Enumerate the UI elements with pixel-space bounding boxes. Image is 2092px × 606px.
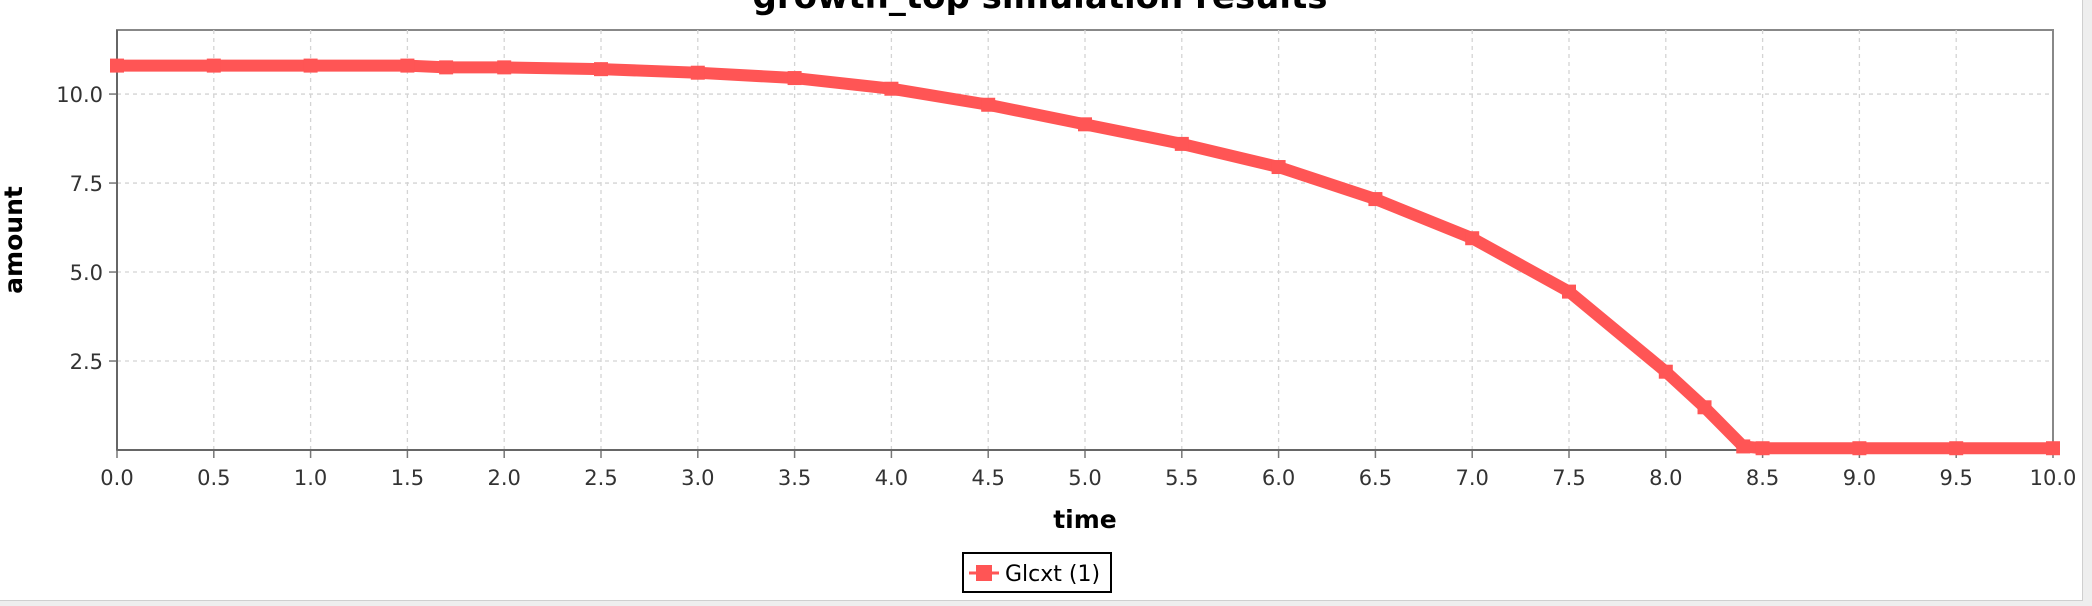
series-marker: [1658, 364, 1673, 379]
y-tick-label: 10.0: [56, 83, 103, 107]
axes: 0.0 0.5 1.0 1.5 2.0 2.5 3.0 3.5 4.0 4.5 5.0 5.5 6.0 6…: [56, 30, 2076, 490]
y-tick-label: 2.5: [70, 350, 103, 374]
x-tick-label: 9.0: [1843, 466, 1876, 490]
x-tick-label: 9.5: [1939, 466, 1972, 490]
x-tick-label: 0.0: [100, 466, 133, 490]
series-marker: [206, 58, 221, 73]
legend-marker: [976, 565, 992, 581]
series-marker: [400, 58, 415, 73]
x-tick-label: 7.0: [1455, 466, 1488, 490]
series-marker: [1271, 160, 1286, 175]
y-tick-label: 5.0: [70, 261, 103, 285]
x-tick-label: 3.0: [681, 466, 714, 490]
series-layer: [110, 58, 2060, 456]
x-tick-label: 1.0: [294, 466, 327, 490]
series-marker: [1697, 400, 1712, 415]
series-marker: [1078, 117, 1092, 132]
x-tick-label: 8.0: [1649, 466, 1682, 490]
x-axis-title: time: [1053, 505, 1117, 534]
x-tick-label: 0.5: [197, 466, 230, 490]
x-tick-label: 5.0: [1068, 466, 1101, 490]
series-marker: [1562, 284, 1576, 299]
x-tick-label: 2.5: [584, 466, 617, 490]
series-marker: [690, 65, 705, 80]
legend: Glcxt (1): [962, 552, 1112, 593]
series-marker: [1174, 136, 1189, 151]
x-tick-label: 7.5: [1552, 466, 1585, 490]
x-tick-label: 6.5: [1359, 466, 1392, 490]
x-tick-label: 1.5: [391, 466, 424, 490]
x-tick-label: 5.5: [1165, 466, 1198, 490]
series-marker: [1949, 441, 1964, 456]
x-tick-label: 6.0: [1262, 466, 1295, 490]
series-marker: [884, 81, 899, 96]
series-marker: [594, 62, 608, 77]
y-axis-title: amount: [0, 186, 28, 294]
series-marker: [1465, 231, 1480, 246]
x-tick-label: 4.0: [875, 466, 908, 490]
series-marker: [1368, 192, 1383, 207]
series-marker: [303, 58, 318, 73]
x-tick-label: 10.0: [2030, 466, 2077, 490]
grid-lines: [117, 30, 2053, 450]
chart-title: growth_top simulation results: [753, 0, 1328, 17]
series-marker: [439, 60, 454, 75]
x-tick-label: 4.5: [971, 466, 1004, 490]
series-marker: [1736, 439, 1751, 454]
series-marker: [497, 60, 512, 75]
series-marker: [787, 71, 802, 86]
series-marker: [110, 58, 124, 73]
series-marker: [1755, 441, 1770, 456]
x-tick-label: 8.5: [1746, 466, 1779, 490]
series-marker: [981, 97, 996, 112]
series-marker: [1852, 441, 1867, 456]
x-tick-label: 3.5: [778, 466, 811, 490]
y-tick-label: 7.5: [70, 172, 103, 196]
x-tick-label: 2.0: [487, 466, 520, 490]
series-marker: [2046, 441, 2060, 456]
legend-label: Glcxt (1): [1005, 562, 1100, 587]
